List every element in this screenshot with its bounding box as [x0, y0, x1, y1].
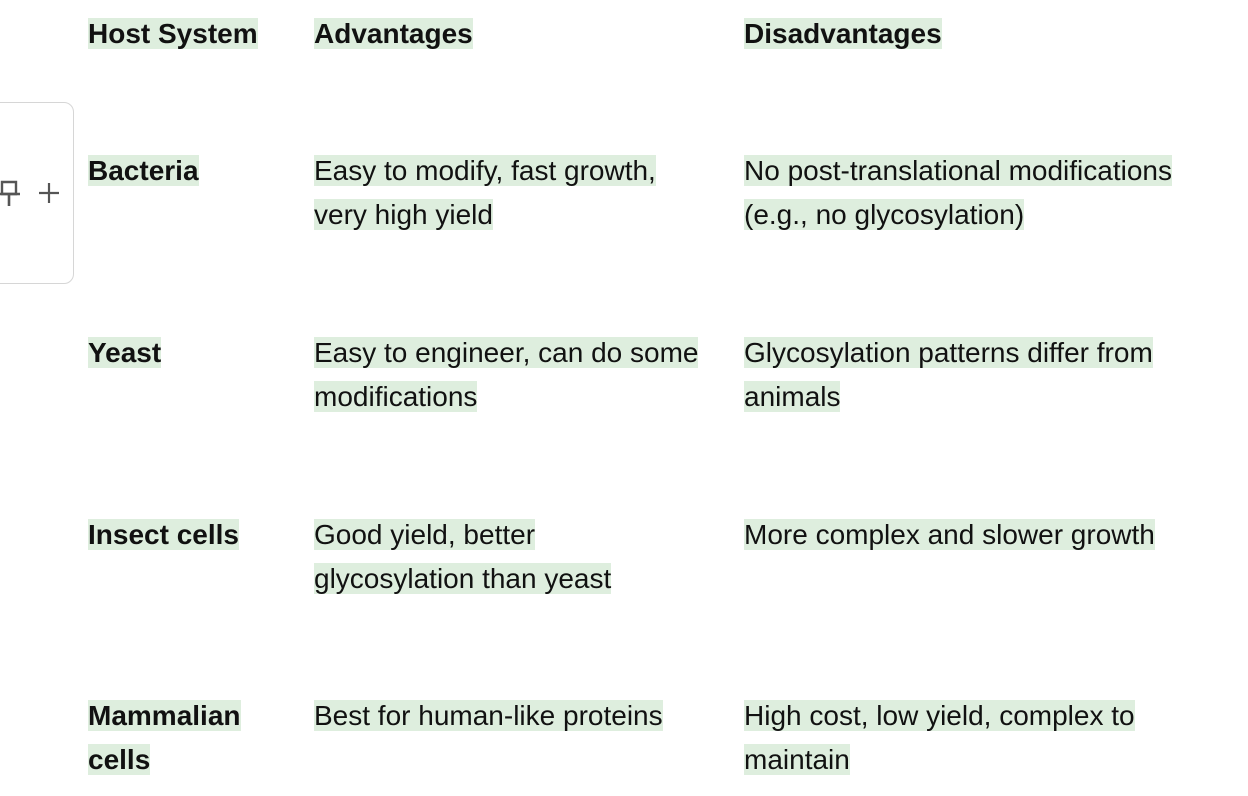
advantages-text: Easy to modify, fast growth, very high y… [314, 155, 656, 230]
advantages-text: Easy to engineer, can do some modificati… [314, 337, 699, 412]
table-header-disadvantages: Disadvantages [744, 12, 1224, 56]
table-cell-advantages: Easy to modify, fast growth, very high y… [314, 149, 684, 237]
table-cell-advantages: Good yield, better glycosylation than ye… [314, 513, 634, 601]
table-cell-host: Yeast [88, 331, 278, 375]
header-label: Advantages [314, 18, 473, 49]
advantages-text: Best for human-like proteins [314, 700, 663, 731]
table-cell-advantages: Best for human-like proteins [314, 694, 714, 738]
table-cell-disadvantages: High cost, low yield, complex to maintai… [744, 694, 1174, 782]
host-label: Mammalian cells [88, 700, 241, 775]
disadvantages-text: Glycosylation patterns differ from anima… [744, 337, 1153, 412]
table-header-host: Host System [88, 12, 278, 56]
pin-icon[interactable] [0, 180, 20, 208]
table-cell-host: Mammalian cells [88, 694, 258, 782]
host-label: Bacteria [88, 155, 199, 186]
table-cell-disadvantages: No post-translational modifications (e.g… [744, 149, 1224, 237]
header-label: Disadvantages [744, 18, 942, 49]
header-label: Host System [88, 18, 258, 49]
advantages-text: Good yield, better glycosylation than ye… [314, 519, 612, 594]
plus-icon[interactable] [36, 180, 62, 206]
disadvantages-text: High cost, low yield, complex to maintai… [744, 700, 1135, 775]
host-label: Yeast [88, 337, 162, 368]
disadvantages-text: More complex and slower growth [744, 519, 1155, 550]
table-header-advantages: Advantages [314, 12, 714, 56]
table-cell-advantages: Easy to engineer, can do some modificati… [314, 331, 714, 419]
disadvantages-text: No post-translational modifications (e.g… [744, 155, 1172, 230]
table-cell-host: Bacteria [88, 149, 278, 193]
table-cell-host: Insect cells [88, 513, 278, 557]
table-cell-disadvantages: More complex and slower growth [744, 513, 1224, 557]
host-label: Insect cells [88, 519, 239, 550]
table-cell-disadvantages: Glycosylation patterns differ from anima… [744, 331, 1194, 419]
